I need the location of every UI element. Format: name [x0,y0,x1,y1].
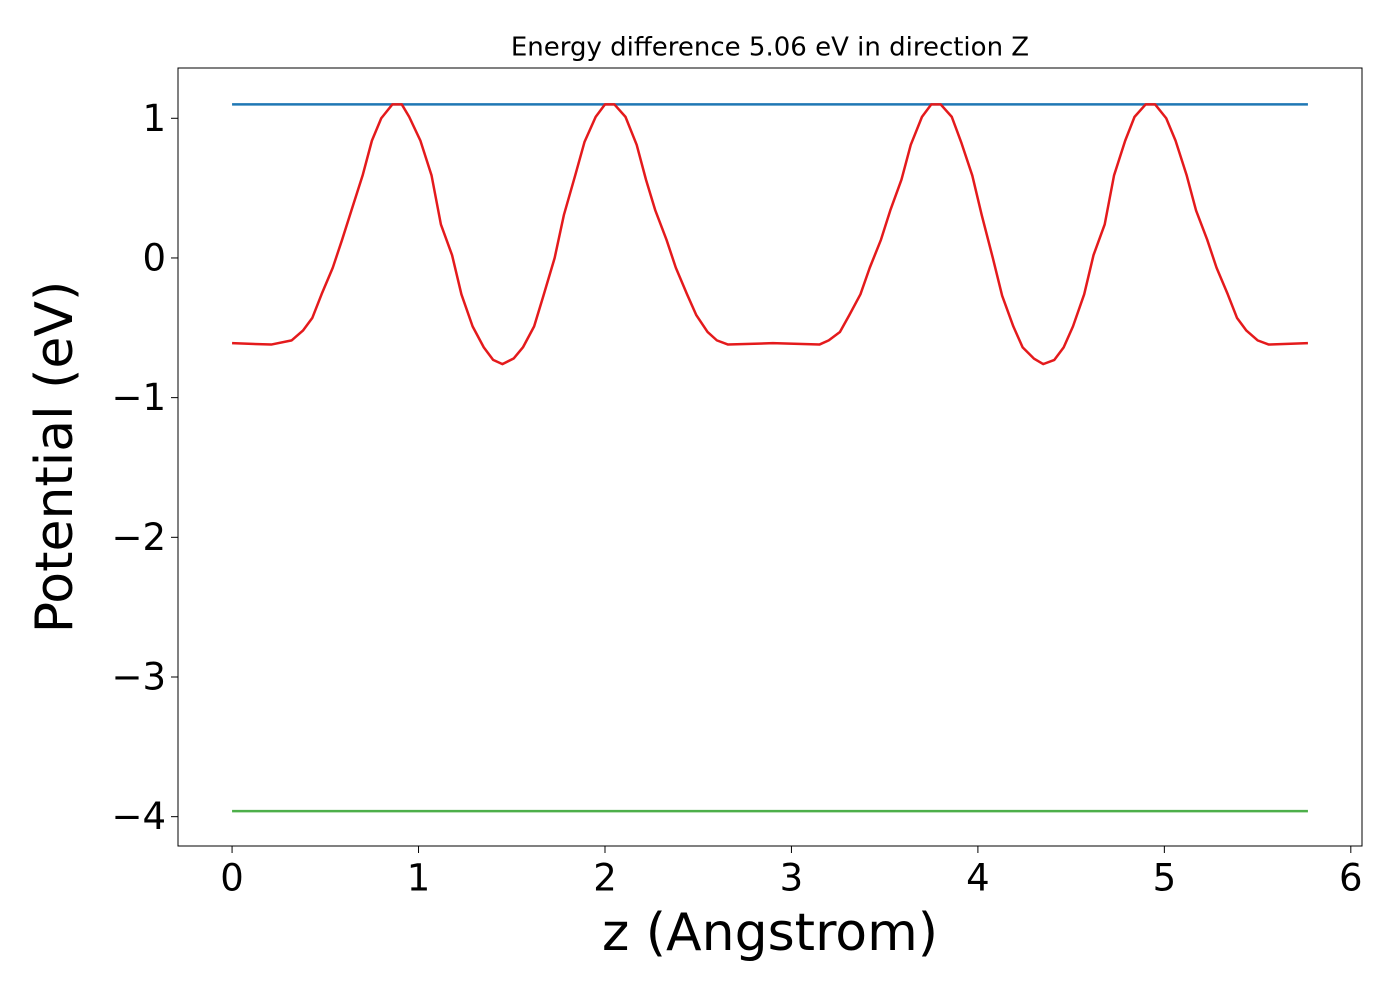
x-tick-label: 2 [593,857,617,900]
x-tick-label: 3 [780,857,804,900]
y-tick-label: −3 [111,655,166,698]
x-tick-label: 4 [966,857,990,900]
y-tick-label: 1 [142,97,166,140]
x-tick-label: 6 [1339,857,1363,900]
y-tick-label: −1 [111,376,166,419]
x-axis-label: z (Angstrom) [602,903,938,963]
x-tick-label: 5 [1153,857,1177,900]
y-tick-label: −2 [111,516,166,559]
chart-title: Energy difference 5.06 eV in direction Z [511,33,1029,63]
x-tick-label: 0 [220,857,244,900]
y-tick-label: 0 [142,236,166,279]
x-tick-label: 1 [407,857,431,900]
plot-frame [177,67,1363,847]
y-tick-label: −4 [111,795,166,838]
y-axis-label: Potential (eV) [25,281,85,633]
line-series [232,103,1308,366]
